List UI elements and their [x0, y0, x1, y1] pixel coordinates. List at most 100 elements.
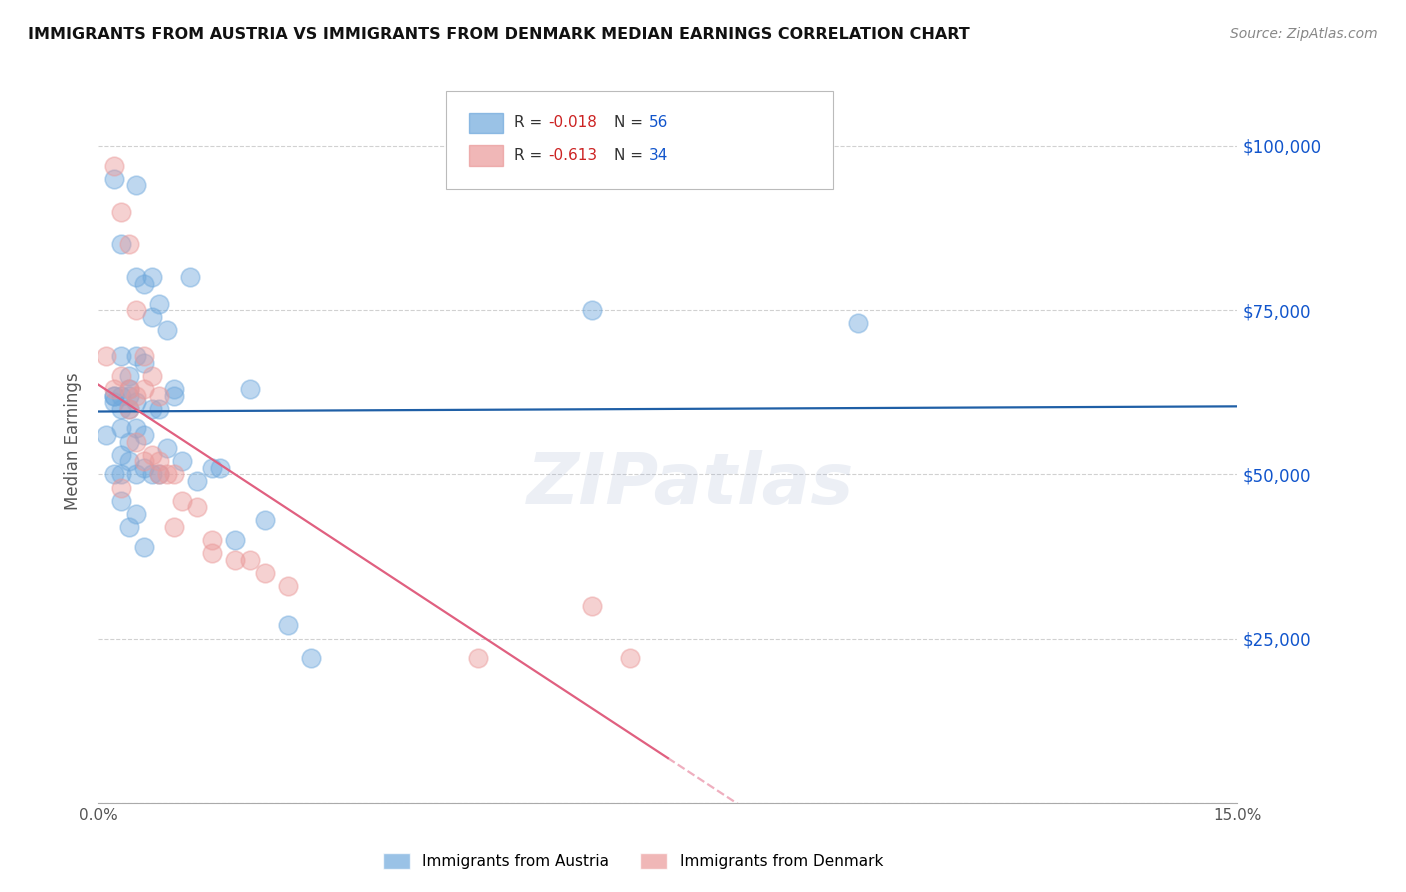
Point: [110, 237, 132, 252]
Point: [619, 651, 641, 665]
Point: [103, 388, 125, 402]
Text: -0.018: -0.018: [548, 115, 598, 130]
Point: [118, 382, 141, 396]
Point: [224, 533, 246, 547]
Point: [125, 507, 148, 521]
Point: [201, 460, 224, 475]
Legend: Immigrants from Austria, Immigrants from Denmark: Immigrants from Austria, Immigrants from…: [377, 847, 889, 875]
Point: [110, 401, 132, 416]
Point: [125, 178, 148, 193]
Text: Source: ZipAtlas.com: Source: ZipAtlas.com: [1230, 27, 1378, 41]
Point: [132, 540, 155, 554]
Point: [103, 395, 125, 409]
FancyBboxPatch shape: [446, 91, 832, 189]
Point: [277, 579, 299, 593]
Point: [94, 428, 117, 442]
Point: [148, 388, 170, 402]
Point: [125, 303, 148, 318]
Point: [103, 388, 125, 402]
Text: R =: R =: [515, 148, 547, 163]
Point: [110, 481, 132, 495]
Point: [186, 474, 208, 488]
Point: [148, 467, 170, 482]
Point: [467, 651, 489, 665]
Point: [208, 460, 231, 475]
Text: ZIPatlas: ZIPatlas: [527, 450, 855, 519]
Point: [132, 277, 155, 291]
Point: [118, 454, 141, 468]
Point: [186, 500, 208, 515]
Point: [103, 171, 125, 186]
Point: [156, 323, 179, 337]
Point: [163, 382, 186, 396]
FancyBboxPatch shape: [468, 145, 503, 166]
Point: [132, 356, 155, 370]
Point: [103, 467, 125, 482]
Point: [170, 454, 193, 468]
Point: [141, 448, 163, 462]
Point: [125, 434, 148, 449]
Point: [125, 388, 148, 402]
Point: [148, 401, 170, 416]
Point: [118, 520, 141, 534]
Text: N =: N =: [614, 115, 648, 130]
Point: [118, 368, 141, 383]
Point: [110, 349, 132, 363]
Point: [118, 237, 141, 252]
Point: [110, 368, 132, 383]
Point: [141, 467, 163, 482]
Point: [125, 467, 148, 482]
Point: [201, 533, 224, 547]
Point: [110, 421, 132, 435]
Y-axis label: Median Earnings: Median Earnings: [65, 373, 83, 510]
Point: [110, 493, 132, 508]
Point: [110, 388, 132, 402]
Point: [125, 395, 148, 409]
Point: [156, 467, 179, 482]
Point: [125, 270, 148, 285]
Point: [163, 467, 186, 482]
Point: [132, 428, 155, 442]
Point: [94, 349, 117, 363]
Point: [110, 448, 132, 462]
Point: [118, 388, 141, 402]
Point: [132, 460, 155, 475]
Point: [254, 513, 277, 527]
Point: [132, 349, 155, 363]
Point: [118, 401, 141, 416]
Point: [125, 349, 148, 363]
Text: N =: N =: [614, 148, 648, 163]
Point: [277, 618, 299, 632]
Point: [141, 270, 163, 285]
Point: [141, 310, 163, 324]
Text: 56: 56: [648, 115, 668, 130]
Point: [239, 553, 262, 567]
Point: [118, 401, 141, 416]
Point: [201, 546, 224, 560]
Text: 34: 34: [648, 148, 668, 163]
Point: [110, 204, 132, 219]
Point: [110, 467, 132, 482]
Text: R =: R =: [515, 115, 547, 130]
Point: [132, 382, 155, 396]
Text: -0.613: -0.613: [548, 148, 598, 163]
Point: [299, 651, 322, 665]
Point: [224, 553, 246, 567]
Point: [118, 382, 141, 396]
Text: IMMIGRANTS FROM AUSTRIA VS IMMIGRANTS FROM DENMARK MEDIAN EARNINGS CORRELATION C: IMMIGRANTS FROM AUSTRIA VS IMMIGRANTS FR…: [28, 27, 970, 42]
FancyBboxPatch shape: [468, 112, 503, 133]
Point: [846, 316, 869, 330]
Point: [148, 467, 170, 482]
Point: [141, 401, 163, 416]
Point: [118, 434, 141, 449]
Point: [148, 296, 170, 310]
Point: [163, 520, 186, 534]
Point: [179, 270, 201, 285]
Point: [239, 382, 262, 396]
Point: [103, 382, 125, 396]
Point: [581, 303, 603, 318]
Point: [254, 566, 277, 580]
Point: [141, 368, 163, 383]
Point: [148, 454, 170, 468]
Point: [103, 159, 125, 173]
